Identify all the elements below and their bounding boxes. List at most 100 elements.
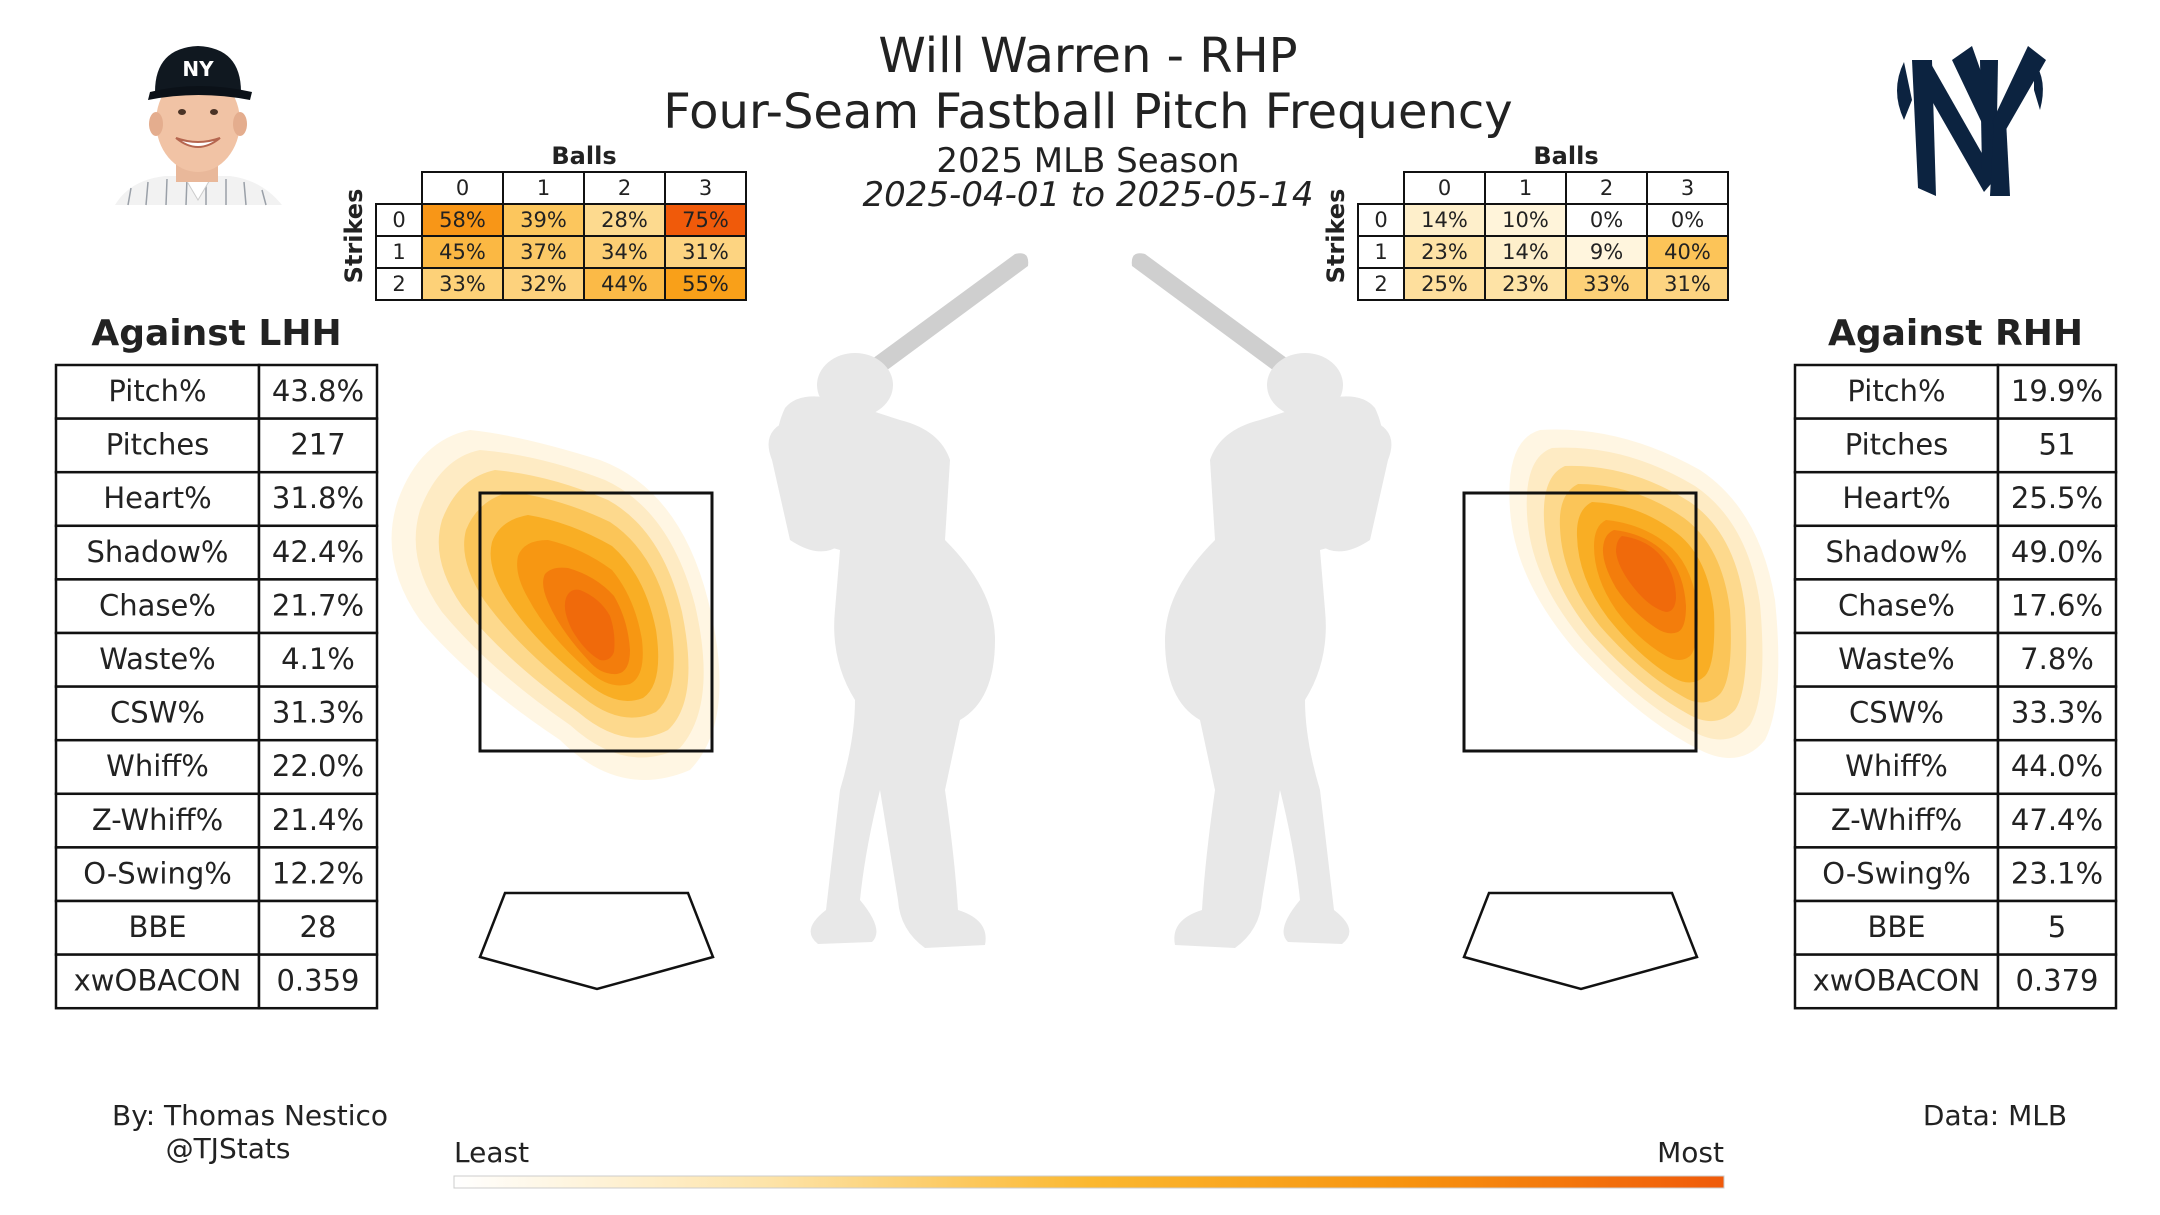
strikes-header-cell [375, 267, 423, 301]
stat-label: Whiff% [1845, 749, 1948, 783]
colorbar-least-label: Least [454, 1136, 529, 1169]
count-cell [421, 235, 504, 269]
stat-label-cell [54, 685, 261, 742]
stat-value: 51 [2039, 428, 2076, 462]
stat-value-cell [257, 363, 379, 420]
player-headshot-icon: NY [115, 46, 282, 206]
stat-label: Z-Whiff% [92, 803, 223, 837]
count-table-rhh: Balls Strikes 0 1 2 3 0 14% 10% 0% 0% 1 23% 14% 9% 40% 2… [1322, 142, 1729, 301]
strike-zone-rhh [1462, 491, 1698, 753]
balls-axis-label: Balls [1533, 142, 1598, 170]
strikes-axis-label: Strikes [340, 189, 368, 284]
count-cell [1565, 203, 1648, 237]
strikes-header-label: 0 [1374, 208, 1387, 232]
stat-value: 31.3% [272, 696, 364, 730]
stat-value: 25.5% [2011, 481, 2103, 515]
stats-table-lhh: Against LHH Pitch% 43.8% Pitches 217 Heart% 31… [54, 313, 379, 1010]
strikes-header-label: 2 [1374, 272, 1387, 296]
stat-label-cell [1793, 631, 2000, 688]
yankees-logo-icon [1897, 46, 2046, 196]
stat-value: 43.8% [272, 374, 364, 408]
stat-label-cell [1793, 899, 2000, 956]
stat-value: 31.8% [272, 481, 364, 515]
stat-value-cell [257, 578, 379, 635]
stat-value: 19.9% [2011, 374, 2103, 408]
date-range-label: 2025-04-01 to 2025-05-14 [863, 175, 1314, 215]
stat-value: 33.3% [2011, 696, 2103, 730]
stat-label-cell [54, 899, 261, 956]
chart-subtitle: Four-Seam Fastball Pitch Frequency [663, 84, 1512, 140]
stat-value-cell [257, 899, 379, 956]
stat-value-cell [257, 792, 379, 849]
stat-label-cell [1793, 738, 2000, 796]
stat-label: Pitches [106, 428, 210, 462]
count-cell [664, 267, 747, 301]
stat-label-cell [54, 953, 261, 1010]
author-credit: By: Thomas Nestico [112, 1099, 388, 1132]
stat-label: CSW% [110, 696, 205, 730]
stats-table-title: Against LHH [91, 313, 341, 354]
stat-value-cell [257, 846, 379, 903]
stat-label-cell [1793, 470, 2000, 528]
count-value: 0% [1671, 208, 1704, 232]
count-cell [583, 267, 666, 301]
stat-value-cell [257, 524, 379, 581]
count-value: 31% [1664, 272, 1711, 296]
stat-value: 22.0% [272, 749, 364, 783]
stat-value-cell [1996, 631, 2118, 688]
count-value: 45% [439, 240, 486, 264]
stats-table-title: Against RHH [1828, 313, 2083, 354]
home-plate-lhh-icon [478, 891, 715, 991]
balls-header-label: 2 [1600, 176, 1613, 200]
balls-header-cell [1646, 171, 1729, 205]
stat-value-cell [257, 417, 379, 474]
stat-label-cell [54, 738, 261, 796]
count-table-lhh: Balls Strikes 0 1 2 3 0 58% 39% 28% 75% 1 45% 37% 34% 3… [340, 142, 747, 301]
balls-header-cell [583, 171, 666, 205]
count-value: 44% [601, 272, 648, 296]
stat-value-cell [1996, 363, 2118, 420]
count-cell [502, 267, 585, 301]
stat-label: CSW% [1849, 696, 1944, 730]
stat-label: Shadow% [1826, 535, 1968, 569]
stat-value: 47.4% [2011, 803, 2103, 837]
count-cell [583, 203, 666, 237]
stat-label: Waste% [1838, 642, 1954, 676]
density-level [1616, 536, 1676, 612]
strikes-header-cell [1357, 267, 1405, 301]
density-level [564, 589, 615, 661]
stat-label: Chase% [1838, 588, 1955, 622]
balls-header-label: 3 [699, 176, 712, 200]
data-source-credit: Data: MLB [1923, 1099, 2067, 1132]
density-heatmap-lhh [391, 430, 720, 780]
stat-label: Whiff% [106, 749, 209, 783]
density-heatmap-rhh [1509, 429, 1779, 758]
stat-label-cell [1793, 578, 2000, 635]
stat-label: Pitch% [108, 374, 206, 408]
count-cell [1646, 203, 1729, 237]
count-value: 40% [1664, 240, 1711, 264]
strikes-header-cell [375, 203, 423, 237]
stat-value: 49.0% [2011, 535, 2103, 569]
stat-value-cell [257, 953, 379, 1010]
stat-label-cell [54, 524, 261, 581]
balls-header-label: 0 [1438, 176, 1451, 200]
season-label: 2025 MLB Season [936, 141, 1239, 181]
balls-header-label: 0 [456, 176, 469, 200]
count-value: 14% [1421, 208, 1468, 232]
stat-label-cell [1793, 953, 2000, 1010]
stat-value: 217 [290, 428, 345, 462]
strikes-header-label: 1 [392, 240, 405, 264]
stat-value-cell [1996, 685, 2118, 742]
count-value: 25% [1421, 272, 1468, 296]
count-value: 55% [682, 272, 729, 296]
stat-label: Z-Whiff% [1831, 803, 1962, 837]
balls-header-label: 3 [1681, 176, 1694, 200]
count-value: 33% [439, 272, 486, 296]
svg-text:NY: NY [182, 57, 214, 81]
count-cell [421, 267, 504, 301]
stats-table-rhh: Against RHH Pitch% 19.9% Pitches 51 Heart% 25.… [1793, 313, 2118, 1010]
stat-label: BBE [1867, 910, 1925, 944]
stat-value: 42.4% [272, 535, 364, 569]
stat-label: Pitches [1845, 428, 1949, 462]
